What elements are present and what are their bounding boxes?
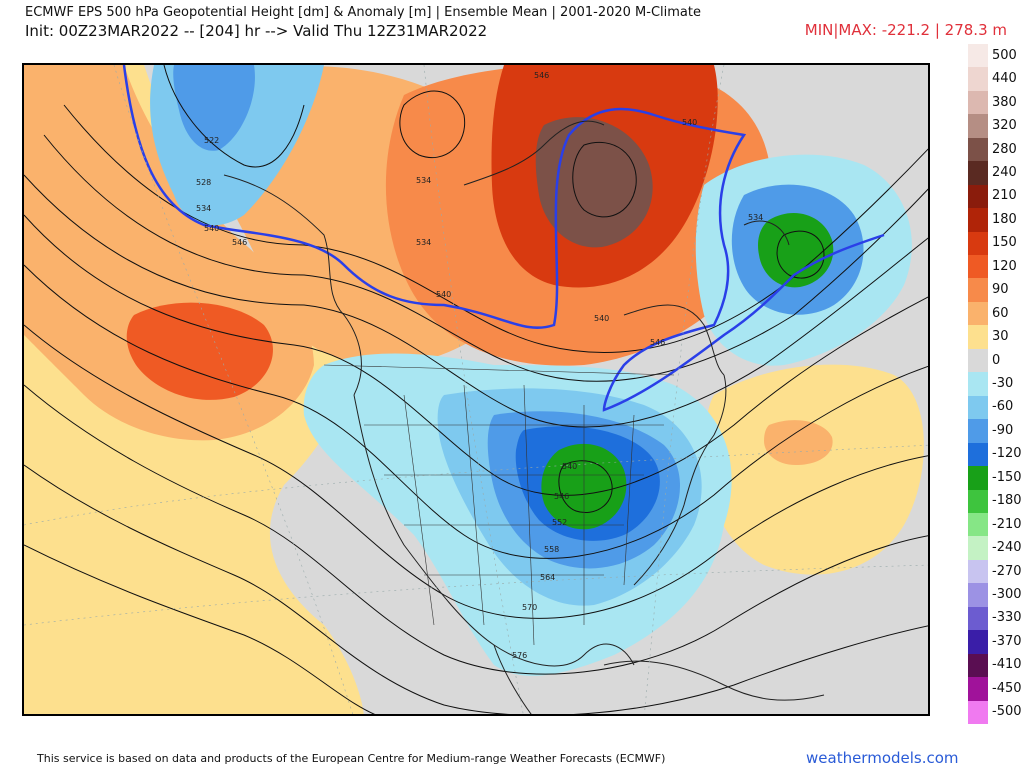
data-credit: This service is based on data and produc… xyxy=(37,752,666,765)
colorbar-label: 30 xyxy=(992,329,1009,345)
colorbar-label: 280 xyxy=(992,141,1017,157)
atlantic-green-anomaly xyxy=(758,212,834,288)
alaska-blue-core xyxy=(173,65,255,151)
contour-label: 522 xyxy=(204,136,219,145)
colorbar-swatch xyxy=(968,512,988,537)
anomaly-map: 522 528 534 540 546 534 534 540 540 534 … xyxy=(22,63,930,716)
colorbar-label: 440 xyxy=(992,71,1017,87)
contour-label: 534 xyxy=(196,204,211,213)
colorbar-label: 150 xyxy=(992,235,1017,251)
chart-title: ECMWF EPS 500 hPa Geopotential Height [d… xyxy=(25,5,701,20)
contour-label: 546 xyxy=(554,492,569,501)
colorbar-label: 380 xyxy=(992,94,1017,110)
contour-label: 540 xyxy=(682,118,697,127)
contour-label: 546 xyxy=(650,338,665,347)
colorbar-label: -410 xyxy=(992,657,1022,673)
colorbar-swatch xyxy=(968,630,988,655)
colorbar-swatch xyxy=(968,161,988,186)
colorbar-swatch xyxy=(968,372,988,397)
contour-label: 546 xyxy=(534,71,549,80)
contour-label: 546 xyxy=(232,238,247,247)
colorbar-label: -270 xyxy=(992,563,1022,579)
colorbar-label: -370 xyxy=(992,633,1022,649)
colorbar-swatch xyxy=(968,67,988,92)
colorbar-swatch xyxy=(968,184,988,209)
colorbar-swatch xyxy=(968,208,988,233)
colorbar-label: 320 xyxy=(992,118,1017,134)
colorbar-label: -150 xyxy=(992,469,1022,485)
contour-label: 528 xyxy=(196,178,211,187)
colorbar-label: -60 xyxy=(992,399,1014,415)
contour-label: 540 xyxy=(436,290,451,299)
colorbar-swatch xyxy=(968,700,988,725)
colorbar-label: 0 xyxy=(992,352,1001,368)
colorbar-label: -180 xyxy=(992,493,1022,509)
colorbar-label: -300 xyxy=(992,587,1022,603)
colorbar-swatch xyxy=(968,583,988,608)
colorbar-swatch xyxy=(968,559,988,584)
min-max-readout: MIN|MAX: -221.2 | 278.3 m xyxy=(804,21,1007,39)
colorbar-swatch xyxy=(968,489,988,514)
colorbar-swatch xyxy=(968,419,988,444)
contour-label: 570 xyxy=(522,603,537,612)
colorbar-swatch xyxy=(968,653,988,678)
colorbar-swatch xyxy=(968,44,988,68)
contour-label: 540 xyxy=(594,314,609,323)
atlantic-warm-anomaly xyxy=(704,364,924,575)
contour-label: 540 xyxy=(562,462,577,471)
colorbar-label: 180 xyxy=(992,211,1017,227)
colorbar-swatch xyxy=(968,255,988,279)
colorbar-label: -30 xyxy=(992,376,1014,391)
colorbar-label: -120 xyxy=(992,446,1022,462)
valid-time-line: Init: 00Z23MAR2022 -- [204] hr --> Valid… xyxy=(25,22,488,40)
lat-lon-grid xyxy=(24,65,928,714)
south-pacific-warm xyxy=(24,495,273,714)
atlantic-orange-spot xyxy=(764,420,833,465)
colorbar-swatch xyxy=(968,395,988,420)
anomaly-colorbar: 500 440 380 320 280 240 210 180 150 120 90 60 30 0 -30… xyxy=(968,44,1022,725)
contour-label: 552 xyxy=(552,518,567,527)
highlight-540-contour xyxy=(122,65,885,412)
colorbar-label: -500 xyxy=(992,704,1022,720)
colorbar-label: 240 xyxy=(992,164,1017,180)
contour-label: 540 xyxy=(204,224,219,233)
colorbar-swatch xyxy=(968,90,988,115)
colorbar-swatch xyxy=(968,348,988,373)
contour-label: 534 xyxy=(416,238,431,247)
colorbar-swatch xyxy=(968,137,988,162)
colorbar-label: 60 xyxy=(992,305,1009,321)
colorbar-swatch xyxy=(968,677,988,702)
colorbar-swatch xyxy=(968,606,988,631)
colorbar-swatch xyxy=(968,466,988,490)
colorbar-swatch xyxy=(968,278,988,303)
hudson-bay-dark-anomaly xyxy=(535,117,653,248)
colorbar-label: -240 xyxy=(992,540,1022,556)
colorbar-swatch xyxy=(968,231,988,256)
colorbar-label: 120 xyxy=(992,258,1017,274)
colorbar-swatch xyxy=(968,301,988,326)
contour-label: 534 xyxy=(416,176,431,185)
brand-link[interactable]: weathermodels.com xyxy=(806,749,959,767)
colorbar-label: -450 xyxy=(992,680,1022,696)
map-canvas: 522 528 534 540 546 534 534 540 540 534 … xyxy=(24,65,928,714)
colorbar-swatch xyxy=(968,442,988,467)
colorbar-label: 210 xyxy=(992,188,1017,204)
colorbar-swatch xyxy=(968,325,988,350)
contour-label: 576 xyxy=(512,651,527,660)
pacific-red-anomaly xyxy=(126,302,273,400)
colorbar-swatch xyxy=(968,114,988,139)
contour-label: 564 xyxy=(540,573,555,582)
contour-label: 534 xyxy=(748,213,763,222)
colorbar-label: -210 xyxy=(992,516,1022,532)
coastlines xyxy=(223,120,825,714)
contour-label: 558 xyxy=(544,545,559,554)
state-borders xyxy=(323,364,675,646)
contour-labels: 522 528 534 540 546 534 534 540 540 534 … xyxy=(196,71,763,660)
colorbar-label: -330 xyxy=(992,610,1022,626)
colorbar-label: -90 xyxy=(992,422,1014,438)
colorbar-swatch xyxy=(968,536,988,561)
colorbar-label: 90 xyxy=(992,282,1009,298)
colorbar-label: 500 xyxy=(992,47,1017,63)
